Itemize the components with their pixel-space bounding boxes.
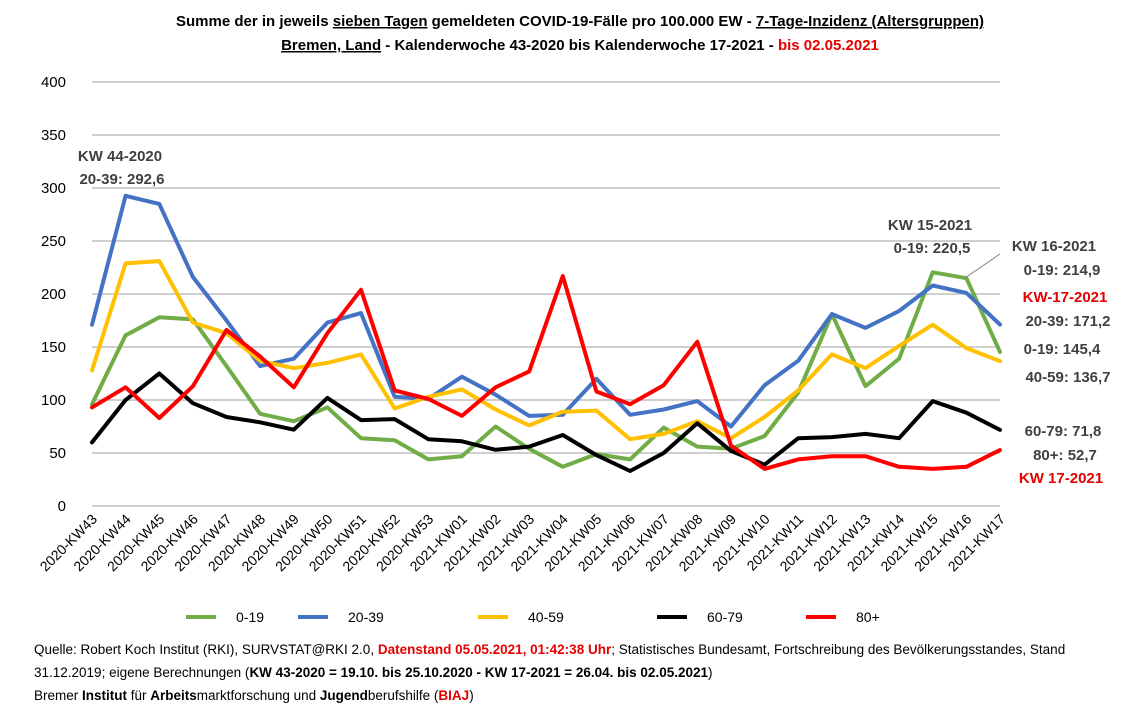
chart-title-line2: Bremen, Land - Kalenderwoche 43-2020 bis… — [281, 37, 879, 54]
source-note: Quelle: Robert Koch Institut (RKI), SURV… — [34, 638, 1114, 707]
y-tick-label: 400 — [41, 74, 66, 91]
annotation-kw17-label-2: KW 17-2021 — [1019, 470, 1103, 487]
source-text-5: Institut — [82, 688, 128, 703]
source-text-3: ) — [708, 665, 713, 680]
annotation-value-0-19: 0-19: 145,4 — [1024, 341, 1101, 358]
legend: 0-19 20-39 40-59 60-79 80+ — [186, 609, 880, 625]
source-text-11: ) — [469, 688, 474, 703]
y-tick-label: 100 — [41, 392, 66, 409]
legend-label-20-39: 20-39 — [348, 609, 384, 625]
y-tick-label: 250 — [41, 233, 66, 250]
annotation-value-20-39: 20-39: 171,2 — [1025, 313, 1110, 330]
source-text-8: marktforschung und — [196, 688, 320, 703]
source-text-2: ; Statistisches Bundesamt, Fortschreibun… — [34, 642, 1066, 680]
source-text-4: Bremer — [34, 688, 83, 703]
annotation-value-40-59: 40-59: 136,7 — [1025, 369, 1110, 386]
y-tick-label: 50 — [49, 445, 66, 462]
source-text-9: Jugend — [319, 688, 368, 703]
series-line-80plus — [90, 274, 1002, 471]
source-week-range: KW 43-2020 = 19.10. bis 25.10.2020 - KW … — [249, 665, 708, 680]
legend-label-40-59: 40-59 — [528, 609, 564, 625]
annotation-value-60-79: 60-79: 71,8 — [1025, 423, 1102, 440]
y-tick-label: 0 — [58, 498, 66, 515]
source-biaj: BIAJ — [438, 688, 470, 703]
y-axis-ticks: 0 50 100 150 200 250 300 350 400 — [41, 74, 66, 515]
source-text-7: Arbeits — [150, 688, 197, 703]
annotation-kw44-value: 20-39: 292,6 — [79, 171, 164, 188]
annotation-kw16-value: 0-19: 214,9 — [1024, 262, 1101, 279]
source-text-10: berufshilfe ( — [367, 688, 439, 703]
series-lines — [90, 193, 1002, 473]
y-tick-label: 300 — [41, 180, 66, 197]
annotation-kw15-title: KW 15-2021 — [888, 217, 972, 234]
series-line-40-59 — [90, 259, 1002, 442]
annotation-kw16-title: KW 16-2021 — [1012, 238, 1096, 255]
annotation-kw17-label: KW-17-2021 — [1023, 289, 1108, 306]
legend-label-60-79: 60-79 — [707, 609, 743, 625]
legend-label-80plus: 80+ — [856, 609, 880, 625]
incidence-line-chart: Summe der in jeweils sieben Tagen gemeld… — [37, 13, 1111, 625]
callout-leader-kw16 — [964, 253, 1001, 279]
series-line-0-19 — [90, 270, 1002, 469]
annotation-value-80plus: 80+: 52,7 — [1033, 447, 1097, 464]
legend-label-0-19: 0-19 — [236, 609, 264, 625]
annotation-kw44-title: KW 44-2020 — [78, 148, 162, 165]
x-axis-ticks: 2020-KW432020-KW442020-KW452020-KW462020… — [37, 511, 1009, 575]
source-text-6: für — [127, 688, 151, 703]
series-line-60-79 — [90, 371, 1002, 473]
source-text-1: Quelle: Robert Koch Institut (RKI), SURV… — [34, 642, 378, 657]
y-tick-label: 150 — [41, 339, 66, 356]
y-tick-label: 350 — [41, 127, 66, 144]
y-tick-label: 200 — [41, 286, 66, 303]
series-line-20-39 — [90, 193, 1002, 429]
source-data-status: Datenstand 05.05.2021, 01:42:38 Uhr — [377, 642, 612, 657]
chart-title-line1: Summe der in jeweils sieben Tagen gemeld… — [176, 13, 984, 30]
annotation-kw15-value: 0-19: 220,5 — [894, 240, 971, 257]
